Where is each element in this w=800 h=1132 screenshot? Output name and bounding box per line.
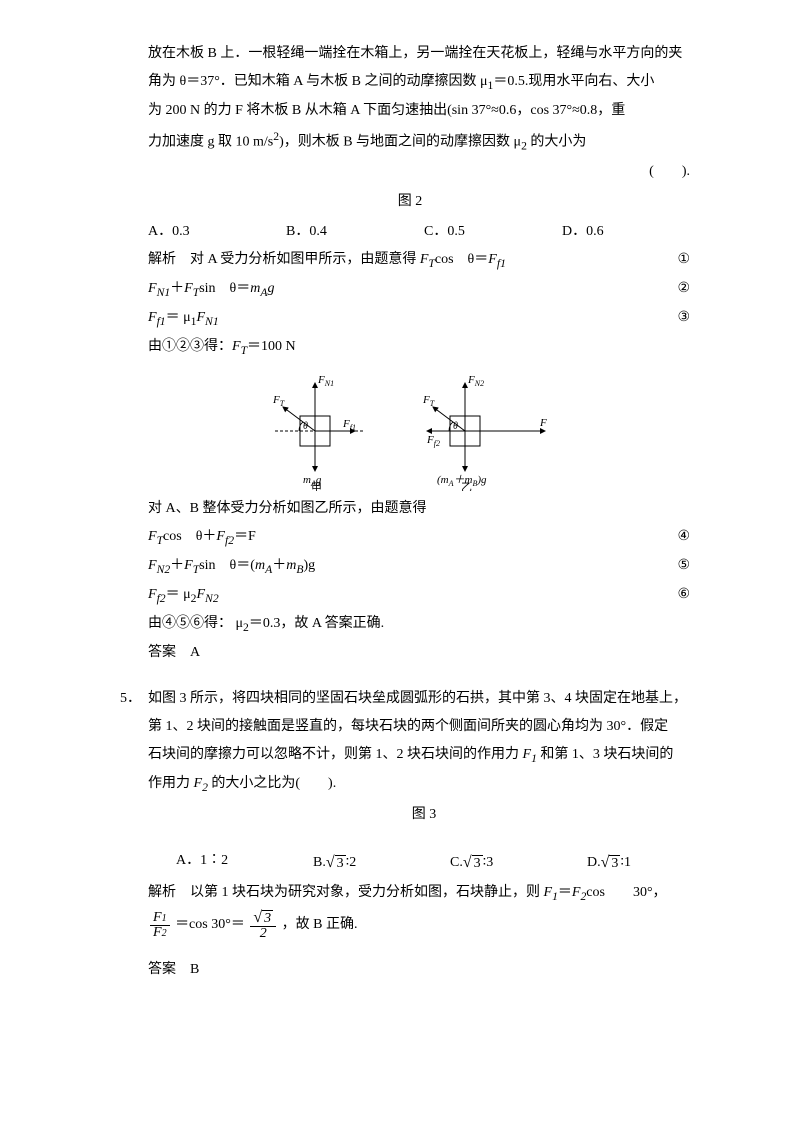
q4-figure-label: 图 2 — [120, 188, 700, 216]
q4-sol-line2: FN1＋FTsin θ＝mAg ② — [120, 275, 700, 304]
diagram-left: FN1 FT θ Ff1 mAg 甲 — [255, 371, 375, 491]
q4-sol-line7: FN2＋FTsin θ＝(mA＋mB)g ⑤ — [120, 552, 700, 581]
q4-sol-line1: 解析 对 A 受力分析如图甲所示，由题意得 FTcos θ＝Ff1 ① — [120, 246, 700, 275]
svg-text:乙: 乙 — [461, 481, 472, 491]
q5-sol-line1: 解析 以第 1 块石块为研究对象，受力分析如图，石块静止，则 F1＝F2cos … — [148, 879, 700, 908]
svg-text:Ff2: Ff2 — [426, 434, 440, 448]
q4-paren: ( ). — [120, 158, 690, 186]
q5-options: A．1∶2 B.√3∶2 C.√3∶3 D.√3∶1 — [148, 847, 700, 879]
svg-text:FT: FT — [422, 394, 435, 408]
q5-option-c: C.√3∶3 — [450, 847, 581, 879]
q4-sol-line9: 由④⑤⑥得： μ2＝0.3，故 A 答案正确. — [120, 610, 700, 639]
q5-line2: 第 1、2 块间的接触面是竖直的，每块石块的两个侧面间所夹的圆心角均为 30°．… — [148, 713, 700, 741]
svg-text:Ff1: Ff1 — [342, 418, 356, 432]
q4-sol-line6: FTcos θ＋Ff2＝F ④ — [120, 523, 700, 552]
q5-answer: 答案 B — [148, 956, 700, 984]
q4-option-d: D．0.6 — [562, 218, 700, 246]
q4-answer: 答案 A — [120, 639, 700, 667]
q4-sol-line5: 对 A、B 整体受力分析如图乙所示，由题意得 — [120, 495, 700, 523]
q4-option-a: A．0.3 — [148, 218, 286, 246]
question-5: 5． 如图 3 所示，将四块相同的坚固石块垒成圆弧形的石拱，其中第 3、4 块固… — [120, 685, 700, 984]
q4-intro-line4: 力加速度 g 取 10 m/s2)，则木板 B 与地面之间的动摩擦因数 μ2 的… — [120, 125, 700, 158]
q4-option-b: B．0.4 — [286, 218, 424, 246]
q4-intro-line2: 角为 θ＝37°．已知木箱 A 与木板 B 之间的动摩擦因数 μ1＝0.5.现用… — [120, 68, 700, 97]
q4-options: A．0.3 B．0.4 C．0.5 D．0.6 — [120, 218, 700, 246]
q4-intro-line3: 为 200 N 的力 F 将木板 B 从木箱 A 下面匀速抽出(sin 37°≈… — [120, 97, 700, 125]
svg-text:θ: θ — [303, 421, 308, 432]
svg-text:FN1: FN1 — [317, 374, 334, 388]
q4-intro-line1: 放在木板 B 上．一根轻绳一端拴在木箱上，另一端拴在天花板上，轻绳与水平方向的夹 — [120, 40, 700, 68]
q4-sol-line3: Ff1＝ μ1FN1 ③ — [120, 304, 700, 333]
q5-figure-label: 图 3 — [148, 801, 700, 829]
q5-sol-line2: F1F2 ＝cos 30°＝ √32 ，故 B 正确. — [148, 908, 700, 942]
diagram-right: FN2 FT θ Ff2 F (mA＋mB)g 乙 — [405, 371, 565, 491]
q4-free-body-diagrams: FN1 FT θ Ff1 mAg 甲 FN2 FT θ Ff2 F — [120, 371, 700, 491]
q4-sol-line4: 由①②③得：FT＝100 N — [120, 333, 700, 362]
svg-text:FT: FT — [272, 394, 285, 408]
q5-option-d: D.√3∶1 — [587, 847, 718, 879]
svg-text:FN2: FN2 — [467, 374, 484, 388]
q4-option-c: C．0.5 — [424, 218, 562, 246]
svg-text:F: F — [539, 417, 547, 429]
q5-number: 5． — [120, 685, 142, 984]
svg-text:甲: 甲 — [311, 482, 322, 491]
q4-sol-line8: Ff2＝ μ2FN2 ⑥ — [120, 581, 700, 610]
q5-line1: 如图 3 所示，将四块相同的坚固石块垒成圆弧形的石拱，其中第 3、4 块固定在地… — [148, 685, 700, 713]
q5-line3: 石块间的摩擦力可以忽略不计，则第 1、2 块石块间的作用力 F1 和第 1、3 … — [148, 741, 700, 770]
svg-text:θ: θ — [453, 421, 458, 432]
q5-option-a: A．1∶2 — [176, 847, 307, 879]
q5-option-b: B.√3∶2 — [313, 847, 444, 879]
q5-line4: 作用力 F2 的大小之比为( ). — [148, 770, 700, 799]
